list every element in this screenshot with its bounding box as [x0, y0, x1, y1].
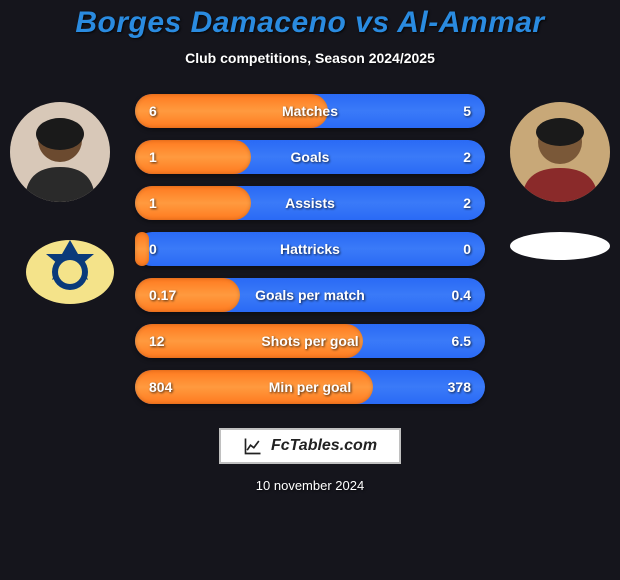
stat-value-right: 0 [463, 241, 471, 257]
stat-row: 12 Shots per goal 6.5 [135, 324, 485, 358]
stat-label: Shots per goal [261, 333, 358, 349]
stat-row: 0.17 Goals per match 0.4 [135, 278, 485, 312]
avatar-placeholder-icon [10, 102, 110, 202]
footer: FcTables.com 10 november 2024 [0, 428, 620, 493]
stat-label: Goals [291, 149, 330, 165]
subtitle: Club competitions, Season 2024/2025 [0, 50, 620, 66]
content-area: 6 Matches 5 1 Goals 2 1 Assists 2 0 Hattricks 0 0.17… [0, 94, 620, 404]
stat-value-right: 2 [463, 149, 471, 165]
page-title: Borges Damaceno vs Al-Ammar [0, 6, 620, 40]
stat-value-right: 2 [463, 195, 471, 211]
stat-label: Assists [285, 195, 335, 211]
stat-value-left: 1 [149, 195, 157, 211]
stat-value-right: 0.4 [452, 287, 471, 303]
player-right-avatar [510, 102, 610, 202]
stat-value-left: 1 [149, 149, 157, 165]
date-text: 10 november 2024 [0, 478, 620, 493]
stat-value-left: 12 [149, 333, 165, 349]
stat-value-right: 5 [463, 103, 471, 119]
stat-label: Min per goal [269, 379, 351, 395]
branding-text: FcTables.com [271, 437, 377, 455]
stat-row: 1 Goals 2 [135, 140, 485, 174]
stat-value-left: 6 [149, 103, 157, 119]
stat-value-right: 6.5 [452, 333, 471, 349]
stat-row-fill [135, 232, 149, 266]
player-right-club-logo [510, 232, 610, 260]
club-crest-icon [20, 222, 120, 306]
player-left-avatar [10, 102, 110, 202]
chart-icon [243, 436, 263, 456]
stat-row: 804 Min per goal 378 [135, 370, 485, 404]
stats-rows: 6 Matches 5 1 Goals 2 1 Assists 2 0 Hattricks 0 0.17… [135, 94, 485, 404]
branding-box[interactable]: FcTables.com [219, 428, 401, 464]
stat-row: 6 Matches 5 [135, 94, 485, 128]
stat-value-left: 0 [149, 241, 157, 257]
stat-label: Goals per match [255, 287, 365, 303]
stat-label: Matches [282, 103, 338, 119]
stat-row: 1 Assists 2 [135, 186, 485, 220]
stat-label: Hattricks [280, 241, 340, 257]
stat-value-left: 0.17 [149, 287, 176, 303]
stat-row: 0 Hattricks 0 [135, 232, 485, 266]
stat-value-left: 804 [149, 379, 172, 395]
player-left-club-logo [20, 222, 120, 306]
stat-value-right: 378 [448, 379, 471, 395]
comparison-card: Borges Damaceno vs Al-Ammar Club competi… [0, 0, 620, 580]
avatar-placeholder-icon [510, 102, 610, 202]
